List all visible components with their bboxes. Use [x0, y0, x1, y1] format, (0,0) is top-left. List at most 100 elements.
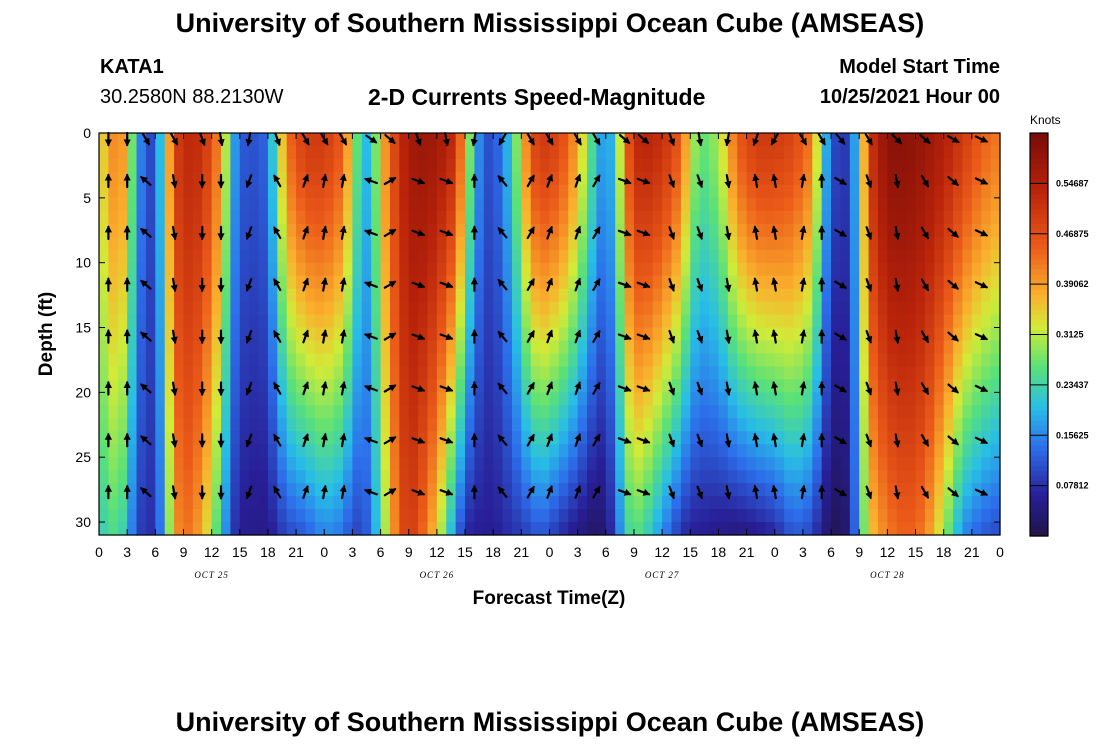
- heatmap-cell: [399, 145, 410, 160]
- heatmap-cell: [568, 288, 579, 303]
- heatmap-cell: [483, 444, 494, 458]
- heatmap-cell: [868, 405, 879, 419]
- heatmap-cell: [831, 133, 842, 147]
- heatmap-cell: [399, 340, 410, 355]
- heatmap-cell: [99, 392, 109, 406]
- heatmap-cell: [380, 223, 391, 238]
- heatmap-cell: [258, 366, 269, 380]
- current-arrow: [123, 225, 131, 240]
- heatmap-cell: [465, 262, 476, 277]
- current-arrow: [668, 174, 676, 188]
- heatmap-cell: [821, 288, 832, 303]
- current-arrow: [411, 177, 426, 185]
- heatmap-cell: [596, 483, 607, 497]
- x-tick-label: 21: [288, 544, 304, 560]
- heatmap-cell: [971, 340, 982, 355]
- x-tick-label: 15: [232, 544, 248, 560]
- heatmap-cell: [511, 353, 522, 368]
- heatmap-cell: [868, 509, 879, 523]
- heatmap-cell: [652, 340, 663, 355]
- heatmap-cell: [774, 392, 785, 406]
- heatmap-cell: [934, 249, 945, 264]
- heatmap-cell: [821, 210, 832, 225]
- current-arrow: [696, 226, 704, 240]
- heatmap-cell: [493, 392, 504, 406]
- heatmap-cell: [737, 483, 748, 497]
- heatmap-cell: [765, 392, 776, 406]
- heatmap-cell: [934, 184, 945, 199]
- current-arrow: [617, 177, 632, 185]
- heatmap-cell: [821, 379, 832, 393]
- current-arrow: [104, 484, 112, 500]
- heatmap-cell: [192, 133, 203, 147]
- heatmap-cell: [314, 366, 325, 380]
- heatmap-cell: [296, 444, 307, 458]
- heatmap-cell: [211, 405, 222, 419]
- heatmap-cell: [211, 145, 222, 160]
- heatmap-cell: [483, 262, 494, 277]
- heatmap-cell: [793, 522, 804, 536]
- colorbar-segment: [1030, 530, 1048, 537]
- heatmap-cell: [127, 314, 138, 329]
- heatmap-cell: [812, 483, 823, 497]
- heatmap-cell: [671, 496, 682, 510]
- heatmap-cell: [568, 184, 579, 199]
- heatmap-cell: [333, 249, 344, 264]
- heatmap-cell: [699, 223, 710, 238]
- heatmap-cell: [943, 145, 954, 160]
- heatmap-cell: [643, 301, 654, 316]
- heatmap-cell: [737, 197, 748, 212]
- heatmap-cell: [784, 379, 795, 393]
- current-arrow: [817, 132, 826, 146]
- heatmap-cell: [399, 301, 410, 316]
- heatmap-cell: [136, 236, 147, 251]
- heatmap-cell: [521, 353, 532, 368]
- heatmap-cell: [859, 288, 870, 303]
- heatmap-cell: [324, 133, 335, 147]
- heatmap-cell: [755, 353, 766, 368]
- heatmap-cell: [202, 184, 213, 199]
- current-arrow: [947, 331, 959, 342]
- current-arrow: [834, 488, 847, 497]
- colorbar-segment: [1030, 354, 1048, 361]
- heatmap-cell: [671, 223, 682, 238]
- heatmap-cell: [418, 327, 429, 342]
- heatmap-cell: [840, 444, 851, 458]
- heatmap-cell: [699, 418, 710, 432]
- heatmap-cell: [511, 275, 522, 290]
- heatmap-cell: [718, 275, 729, 290]
- heatmap-cell: [427, 158, 438, 173]
- current-arrow: [470, 381, 478, 396]
- heatmap-cell: [990, 275, 1001, 290]
- heatmap-cell: [793, 327, 804, 342]
- heatmap-cell: [202, 314, 213, 329]
- current-speed-chart: 0 3 6 9 12 15 18 21 0 3 6 9 12 15 18 21 0 3 6 9 12 15 18 21 0 3 6 9…: [36, 113, 1089, 609]
- heatmap-cell: [211, 210, 222, 225]
- heatmap-cell: [971, 288, 982, 303]
- heatmap-cell: [343, 223, 354, 238]
- heatmap-cell: [540, 262, 551, 277]
- heatmap-cell: [202, 509, 213, 523]
- heatmap-cell: [934, 210, 945, 225]
- heatmap-cell: [483, 236, 494, 251]
- heatmap-cell: [99, 444, 109, 458]
- colorbar-segment: [1030, 359, 1048, 366]
- day-labels: OCT 25 OCT 26 OCT 27 OCT 28: [194, 570, 903, 580]
- heatmap-cell: [465, 158, 476, 173]
- heatmap-cell: [371, 392, 382, 406]
- heatmap-cell: [699, 457, 710, 471]
- heatmap-cell: [239, 145, 250, 160]
- heatmap-cell: [239, 444, 250, 458]
- heatmap-cell: [821, 158, 832, 173]
- heatmap-cell: [652, 470, 663, 484]
- y-tick-label: 0: [83, 125, 91, 141]
- heatmap-cell: [568, 483, 579, 497]
- heatmap-cell: [239, 457, 250, 471]
- current-arrow: [636, 229, 651, 237]
- heatmap-cell: [784, 301, 795, 316]
- heatmap-cell: [793, 314, 804, 329]
- heatmap-cell: [981, 249, 992, 264]
- heatmap-cell: [418, 236, 429, 251]
- heatmap-cell: [361, 145, 372, 160]
- heatmap-cell: [145, 314, 156, 329]
